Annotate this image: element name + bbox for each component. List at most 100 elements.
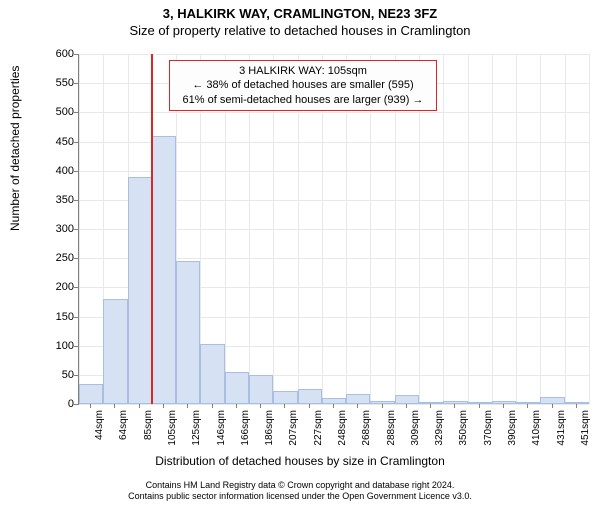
x-tick-mark (187, 404, 188, 408)
y-tick-mark (74, 54, 78, 55)
y-tick-mark (74, 83, 78, 84)
x-tick-label: 248sqm (337, 410, 348, 446)
y-tick-label: 500 (46, 106, 74, 118)
x-tick-label: 309sqm (410, 410, 421, 446)
x-tick-label: 288sqm (386, 410, 397, 446)
x-tick-label: 329sqm (434, 410, 445, 446)
x-tick-mark (333, 404, 334, 408)
y-tick-mark (74, 171, 78, 172)
y-tick-label: 100 (46, 340, 74, 352)
x-tick-label: 186sqm (264, 410, 275, 446)
histogram-bar (419, 402, 443, 404)
callout-line-3: 61% of semi-detached houses are larger (… (176, 93, 430, 107)
x-tick-mark (260, 404, 261, 408)
histogram-bar (516, 402, 540, 404)
histogram-bar (395, 395, 419, 404)
y-axis-label: Number of detached properties (8, 66, 22, 231)
histogram-bar (540, 397, 564, 404)
x-tick-mark (163, 404, 164, 408)
x-tick-label: 268sqm (361, 410, 372, 446)
histogram-bar (103, 299, 127, 404)
gridline-v (443, 54, 444, 404)
histogram-bar (249, 375, 273, 404)
gridline-h (79, 54, 589, 55)
callout-line-2: ← 38% of detached houses are smaller (59… (176, 78, 430, 92)
x-tick-mark (479, 404, 480, 408)
histogram-bar (176, 261, 200, 404)
y-tick-label: 50 (46, 369, 74, 381)
x-tick-mark (309, 404, 310, 408)
y-tick-mark (74, 375, 78, 376)
y-tick-mark (74, 258, 78, 259)
x-tick-mark (406, 404, 407, 408)
x-tick-mark (576, 404, 577, 408)
histogram-bar (346, 394, 370, 405)
x-tick-label: 85sqm (143, 410, 154, 440)
footer-line-2: Contains public sector information licen… (0, 491, 600, 502)
plot-area: 3 HALKIRK WAY: 105sqm← 38% of detached h… (78, 54, 589, 405)
histogram-bar (298, 389, 322, 404)
x-tick-label: 44sqm (94, 410, 105, 440)
marker-line (151, 54, 153, 404)
x-tick-label: 451sqm (580, 410, 591, 446)
x-tick-mark (552, 404, 553, 408)
x-tick-label: 146sqm (216, 410, 227, 446)
x-tick-label: 125sqm (191, 410, 202, 446)
x-tick-mark (139, 404, 140, 408)
x-tick-label: 207sqm (288, 410, 299, 446)
page-title: 3, HALKIRK WAY, CRAMLINGTON, NE23 3FZ (0, 6, 600, 21)
x-tick-mark (357, 404, 358, 408)
histogram-bar (565, 402, 589, 404)
x-tick-label: 227sqm (313, 410, 324, 446)
histogram-bar (79, 384, 103, 404)
histogram-bar (152, 136, 176, 404)
histogram-bar (443, 401, 467, 404)
x-tick-mark (454, 404, 455, 408)
y-tick-mark (74, 317, 78, 318)
y-tick-label: 400 (46, 165, 74, 177)
x-axis-label: Distribution of detached houses by size … (0, 454, 600, 468)
histogram-bar (273, 391, 297, 404)
footer-line-1: Contains HM Land Registry data © Crown c… (0, 480, 600, 491)
y-tick-mark (74, 346, 78, 347)
histogram-bar (200, 344, 224, 404)
x-tick-label: 64sqm (118, 410, 129, 440)
x-tick-mark (114, 404, 115, 408)
histogram-bar (225, 372, 249, 404)
gridline-v (516, 54, 517, 404)
x-tick-label: 390sqm (507, 410, 518, 446)
x-tick-mark (284, 404, 285, 408)
x-tick-mark (503, 404, 504, 408)
y-tick-mark (74, 229, 78, 230)
y-tick-mark (74, 200, 78, 201)
x-tick-mark (90, 404, 91, 408)
histogram-bar (468, 402, 492, 404)
callout-line-1: 3 HALKIRK WAY: 105sqm (176, 64, 430, 78)
y-tick-label: 0 (46, 398, 74, 410)
x-tick-mark (236, 404, 237, 408)
x-tick-label: 370sqm (483, 410, 494, 446)
gridline-v (79, 54, 80, 404)
x-tick-label: 431sqm (556, 410, 567, 446)
x-tick-label: 166sqm (240, 410, 251, 446)
x-tick-label: 350sqm (458, 410, 469, 446)
gridline-h (79, 404, 589, 405)
chart-container: 3 HALKIRK WAY: 105sqm← 38% of detached h… (48, 54, 588, 434)
x-tick-label: 105sqm (167, 410, 178, 446)
footer-attribution: Contains HM Land Registry data © Crown c… (0, 480, 600, 502)
y-tick-label: 300 (46, 223, 74, 235)
y-tick-label: 250 (46, 252, 74, 264)
histogram-bar (128, 177, 152, 405)
y-tick-mark (74, 142, 78, 143)
y-tick-label: 350 (46, 194, 74, 206)
gridline-v (540, 54, 541, 404)
chart-subtitle: Size of property relative to detached ho… (0, 23, 600, 38)
x-tick-mark (212, 404, 213, 408)
x-tick-label: 410sqm (531, 410, 542, 446)
y-tick-label: 200 (46, 281, 74, 293)
gridline-v (492, 54, 493, 404)
x-tick-mark (430, 404, 431, 408)
gridline-v (589, 54, 590, 404)
y-tick-label: 450 (46, 136, 74, 148)
gridline-v (468, 54, 469, 404)
